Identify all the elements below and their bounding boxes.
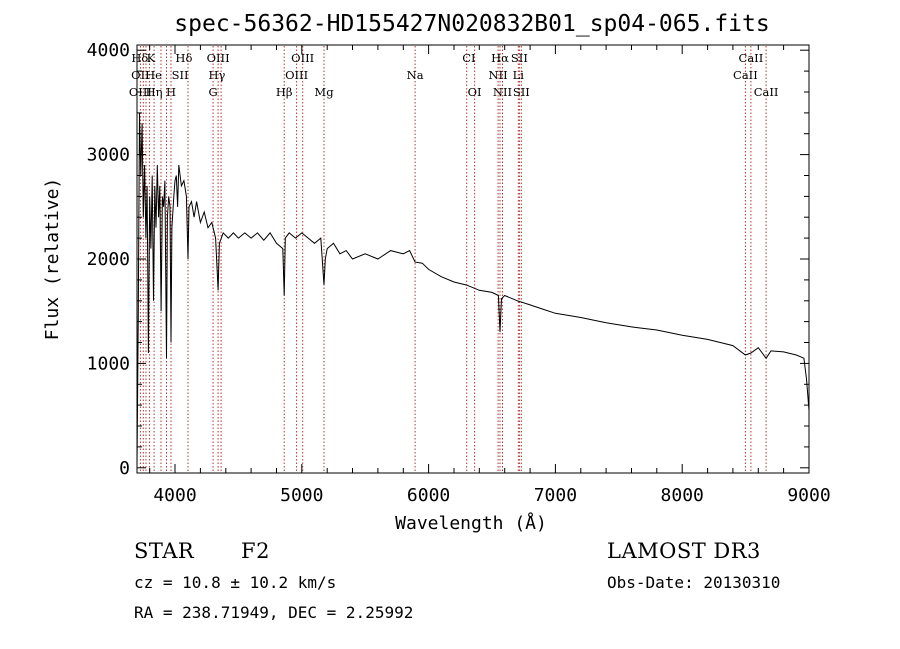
x-axis-ticks: 4000 5000 6000 7000 8000 9000 xyxy=(149,45,831,506)
line-label-17: CaII xyxy=(733,68,758,82)
line-label-22: Hβ xyxy=(276,85,293,99)
y-tick-label-1000: 1000 xyxy=(87,353,130,374)
line-label-26: SII xyxy=(513,85,530,99)
line-label-15: NII xyxy=(489,68,508,82)
line-label-14: Na xyxy=(407,68,424,82)
survey-name: LAMOST DR3 xyxy=(607,539,761,563)
line-label-4: OIII xyxy=(291,51,314,65)
line-label-0: Hδ xyxy=(131,51,148,65)
coordinates: RA = 238.71949, DEC = 2.25992 xyxy=(134,603,414,622)
y-axis-label: Flux (relative) xyxy=(42,178,63,341)
line-label-9: OII xyxy=(131,68,150,82)
line-label-20: H xyxy=(166,85,176,99)
line-label-25: NII xyxy=(493,85,512,99)
x-tick-label-6000: 6000 xyxy=(407,485,450,506)
plot-frame xyxy=(136,44,810,474)
emission-line-markers xyxy=(139,46,767,472)
line-label-19: Hη xyxy=(146,85,163,99)
line-label-2: Hδ xyxy=(175,51,192,65)
spectrum-line xyxy=(136,112,810,468)
y-tick-label-2000: 2000 xyxy=(87,249,130,270)
subclass: F2 xyxy=(241,539,270,563)
line-label-27: CaII xyxy=(754,85,779,99)
object-class: STAR xyxy=(134,539,195,563)
line-label-8: CaII xyxy=(739,51,764,65)
x-axis-label: Wavelength (Å) xyxy=(395,512,547,534)
y-tick-label-4000: 4000 xyxy=(87,40,130,61)
redshift-velocity: cz = 10.8 ± 10.2 km/s xyxy=(134,573,337,592)
x-tick-label-5000: 5000 xyxy=(280,485,323,506)
line-label-24: OI xyxy=(468,85,482,99)
line-label-16: Li xyxy=(513,68,525,82)
chart-title: spec-56362-HD155427N020832B01_sp04-065.f… xyxy=(174,11,769,37)
line-label-7: SII xyxy=(511,51,528,65)
y-axis-ticks: 0 1000 2000 3000 4000 xyxy=(87,40,809,479)
line-label-12: Hγ xyxy=(208,68,225,82)
line-label-1: K xyxy=(147,51,156,65)
x-tick-label-9000: 9000 xyxy=(787,485,830,506)
line-label-6: Hα xyxy=(491,51,509,65)
x-tick-label-4000: 4000 xyxy=(153,485,196,506)
line-label-11: SII xyxy=(172,68,189,82)
y-tick-label-0: 0 xyxy=(119,458,130,479)
line-label-3: OIII xyxy=(207,51,230,65)
line-label-5: CI xyxy=(462,51,475,65)
x-tick-label-7000: 7000 xyxy=(534,485,577,506)
line-label-21: G xyxy=(209,85,218,99)
line-label-13: OIII xyxy=(285,68,308,82)
line-label-23: Mg xyxy=(314,85,334,99)
x-tick-label-8000: 8000 xyxy=(661,485,704,506)
y-tick-label-3000: 3000 xyxy=(87,145,130,166)
observation-date: Obs-Date: 20130310 xyxy=(607,573,781,592)
line-label-10: He xyxy=(145,68,162,82)
